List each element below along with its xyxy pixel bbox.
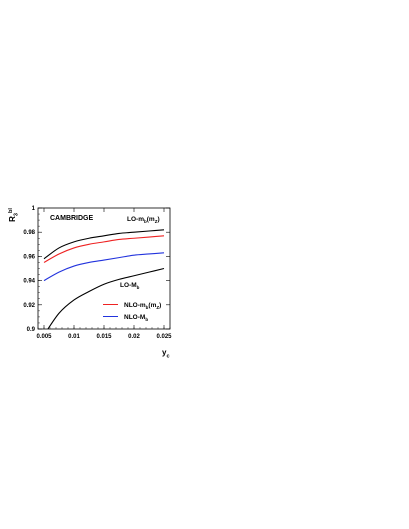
x-tick-label-4: 0.025 <box>156 334 172 340</box>
x-tick-label-3: 0.02 <box>128 334 140 340</box>
series-line-2 <box>43 252 165 282</box>
x-tick-label-1: 0.01 <box>68 334 80 340</box>
x-axis-label: yc <box>162 348 170 360</box>
y-tick-label-2: 0.94 <box>23 279 35 285</box>
x-tick-label-0: 0.005 <box>36 334 52 340</box>
y-axis-label-sup: bl <box>8 208 14 213</box>
y-tick-label-3: 0.96 <box>23 254 35 260</box>
series-line-1 <box>43 235 165 263</box>
series-line-3 <box>47 267 165 329</box>
plot-frame <box>37 207 171 330</box>
series-line-0 <box>43 229 165 260</box>
y-axis-label-sub: 3 <box>14 213 20 216</box>
y-tick-label-0: 0.9 <box>27 327 36 333</box>
lo-mb-annotation: LO-mb(mZ) <box>127 216 160 224</box>
legend-label-nlo-Mb: NLO-Mb <box>124 314 148 322</box>
y-tick-label-5: 1 <box>32 206 36 212</box>
y-tick-label-1: 0.92 <box>23 303 35 309</box>
x-axis-label-main: y <box>162 348 167 357</box>
legend-entry-nlo-mb-mz: NLO-mb(mZ) <box>103 302 161 310</box>
axis-ticks: 0.005 0.01 0.015 0.02 0.025 0.9 0.92 0.94 0.96 0.… <box>23 206 172 340</box>
y-tick-label-4: 0.98 <box>23 230 35 236</box>
legend-label-nlo-mb-mz: NLO-mb(mZ) <box>124 302 161 310</box>
x-axis-label-sub: c <box>166 354 169 360</box>
legend-entry-nlo-Mb: NLO-Mb <box>103 314 148 322</box>
legend: NLO-mb(mZ) NLO-Mb <box>103 302 161 322</box>
curves <box>43 229 165 329</box>
algorithm-annotation: CAMBRIDGE <box>50 215 93 222</box>
x-tick-label-2: 0.015 <box>96 334 112 340</box>
lo-Mb-annotation: LO-Mb <box>120 282 140 290</box>
y-axis-label: R3bl <box>8 208 20 222</box>
y-axis-label-main: R <box>8 216 17 222</box>
